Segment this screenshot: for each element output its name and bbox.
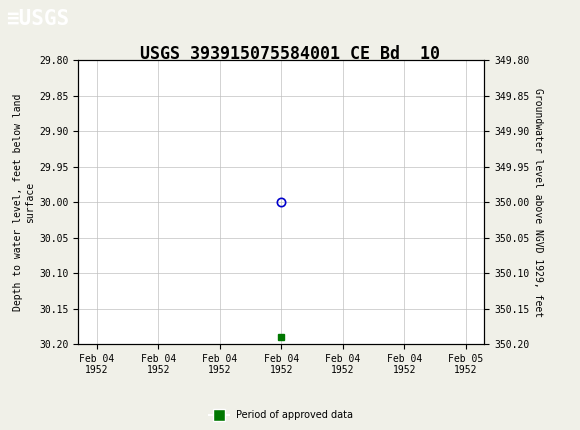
Legend: Period of approved data: Period of approved data (205, 406, 357, 424)
Text: USGS 393915075584001 CE Bd  10: USGS 393915075584001 CE Bd 10 (140, 45, 440, 63)
Y-axis label: Groundwater level above NGVD 1929, feet: Groundwater level above NGVD 1929, feet (534, 88, 543, 316)
Y-axis label: Depth to water level, feet below land
surface: Depth to water level, feet below land su… (13, 93, 35, 311)
Text: ≡USGS: ≡USGS (6, 9, 69, 29)
